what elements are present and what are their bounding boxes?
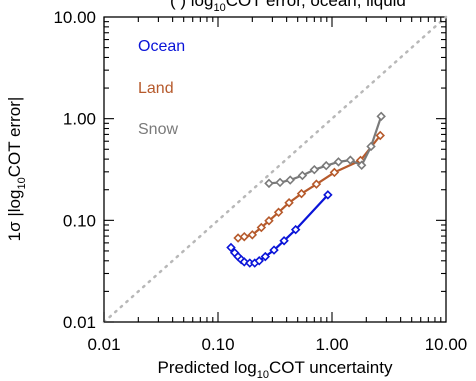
data-point-snow xyxy=(345,155,356,165)
data-point-ocean xyxy=(290,224,301,235)
data-point-ocean xyxy=(239,257,250,267)
data-point-land xyxy=(273,207,284,218)
x-tick-label: 1.00 xyxy=(315,335,348,354)
data-point-land xyxy=(233,233,243,243)
data-point-land xyxy=(329,167,340,178)
data-point-ocean xyxy=(226,242,236,253)
x-axis-tick-labels: 0.01 0.10 1.00 10.00 xyxy=(87,335,467,354)
data-point-ocean xyxy=(260,251,271,262)
data-point-snow xyxy=(366,141,376,152)
data-point-ocean xyxy=(279,236,289,246)
plot-frame xyxy=(103,16,447,323)
x-tick-label: 10.00 xyxy=(425,335,468,354)
series-line-land xyxy=(237,134,382,240)
data-point-snow xyxy=(285,175,295,185)
x-tick-label: 0.01 xyxy=(87,335,120,354)
y-tick-label: 1.00 xyxy=(63,110,96,129)
data-point-land xyxy=(284,197,294,208)
x-axis-title: Predicted log10COT uncertainty xyxy=(158,358,393,381)
y-axis-tick-labels: 0.01 0.10 1.00 10.00 xyxy=(53,8,96,332)
data-point-snow xyxy=(321,160,331,171)
data-point-snow xyxy=(376,111,386,122)
legend: Ocean Land Snow xyxy=(138,38,185,138)
data-point-snow xyxy=(333,157,344,167)
y-axis-ticks xyxy=(104,21,446,323)
legend-land: Land xyxy=(138,80,174,97)
series-line-snow xyxy=(268,115,383,185)
data-point-land xyxy=(239,231,250,242)
data-point-land xyxy=(296,188,307,199)
data-point-snow xyxy=(275,177,285,188)
data-point-land xyxy=(247,230,258,240)
one-to-one-reference-line xyxy=(102,15,448,324)
y-tick-label: 0.10 xyxy=(63,211,96,230)
data-point-land xyxy=(256,222,267,233)
data-point-ocean xyxy=(254,256,264,266)
x-tick-label: 0.10 xyxy=(201,335,234,354)
series-land xyxy=(233,130,385,243)
data-point-ocean xyxy=(269,245,279,255)
data-point-ocean xyxy=(323,190,333,200)
y-axis-title: 1σ |log10COT error| xyxy=(5,97,28,242)
data-point-snow xyxy=(309,164,320,175)
data-point-land xyxy=(375,130,385,141)
chart-title: ( ) log10COT error, ocean, liquid xyxy=(170,0,406,14)
data-point-snow xyxy=(264,178,274,189)
series-line-ocean xyxy=(230,194,329,265)
data-point-land xyxy=(311,179,322,189)
series-snow xyxy=(264,111,386,189)
series-ocean xyxy=(226,190,333,268)
x-axis-ticks xyxy=(103,17,442,322)
y-tick-label: 0.01 xyxy=(63,313,96,332)
legend-snow: Snow xyxy=(138,121,178,138)
y-tick-label: 10.00 xyxy=(53,8,96,27)
data-point-snow xyxy=(297,170,308,181)
legend-ocean: Ocean xyxy=(138,38,185,55)
data-point-land xyxy=(264,216,274,226)
series-layer xyxy=(226,111,386,268)
data-point-snow xyxy=(356,160,367,171)
